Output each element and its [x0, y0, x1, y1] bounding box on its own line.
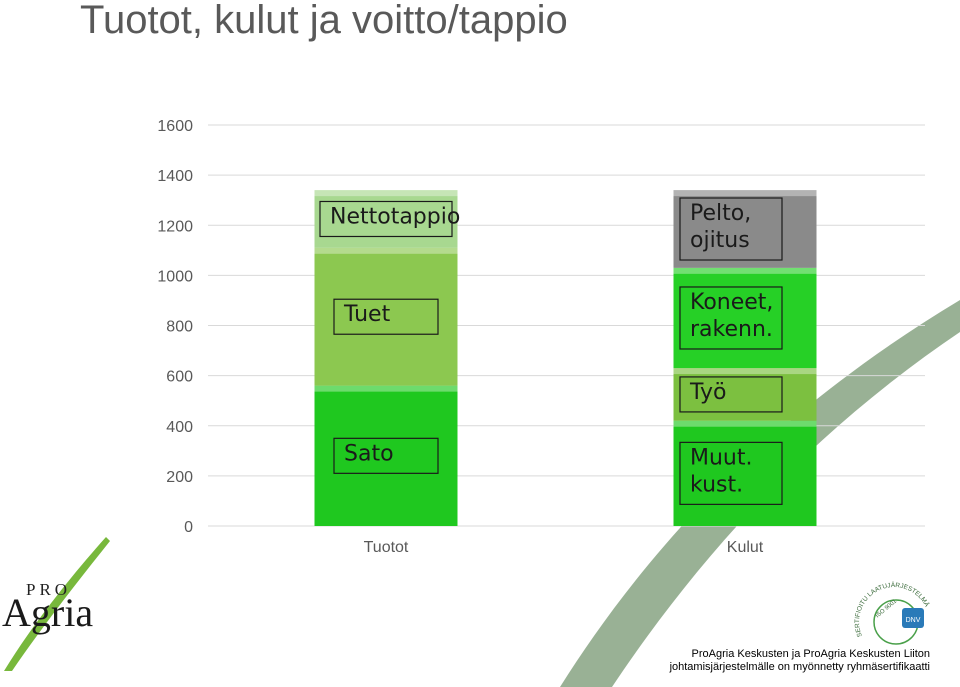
bar-segment-highlight	[673, 368, 817, 375]
stacked-bar-chart: 0 200 400 600 800 1000 1200 1400 1600 Sato Tuet Ne…	[157, 118, 925, 556]
bar-segment-highlight	[673, 420, 817, 427]
footer-certificate-text: ProAgria Keskusten ja ProAgria Keskusten…	[670, 648, 930, 674]
y-tick-label: 1600	[157, 118, 193, 135]
bar-segment	[673, 267, 817, 369]
segment-label-box	[333, 298, 439, 335]
bar-segment	[314, 385, 458, 526]
y-tick-label: 1200	[157, 218, 193, 235]
bar-segment	[314, 190, 458, 248]
segment-label-box	[679, 197, 783, 261]
footer-line-2: johtamisjärjestelmälle on myönnetty ryhm…	[669, 661, 930, 673]
y-tick-label: 200	[166, 469, 193, 486]
segment-label: Muut. kust.	[690, 445, 753, 497]
logo-pro-text: PRO	[26, 580, 72, 599]
segment-label: Sato	[344, 441, 394, 466]
bar-segment-highlight	[314, 190, 458, 197]
x-category-label: Kulut	[727, 539, 764, 556]
bar-segment-highlight	[673, 267, 817, 274]
y-tick-label: 0	[184, 519, 193, 536]
segment-label: Työ	[689, 380, 727, 405]
bar-segment-highlight	[314, 247, 458, 254]
footer-line-1: ProAgria Keskusten ja ProAgria Keskusten…	[691, 648, 930, 660]
segment-label-box	[319, 200, 453, 238]
y-axis-ticks: 0 200 400 600 800 1000 1200 1400 1600	[157, 118, 193, 536]
y-tick-label: 1400	[157, 168, 193, 185]
bar-segment	[673, 190, 817, 268]
y-tick-label: 400	[166, 419, 193, 436]
segment-label: Tuet	[343, 302, 391, 327]
segment-label: Koneet, rakenn.	[690, 290, 773, 342]
segment-label: Nettotappio	[330, 204, 460, 229]
segment-label-box	[679, 286, 783, 350]
bar-segment-highlight	[673, 190, 817, 197]
bar-segment-highlight	[314, 385, 458, 392]
logo-agria-text: Agria	[2, 590, 94, 635]
bars	[314, 190, 817, 526]
bar-segment	[673, 420, 817, 526]
x-axis-categories: Tuotot Kulut	[364, 539, 764, 556]
cert-badge-text: DNV	[906, 617, 921, 624]
y-tick-label: 1000	[157, 268, 193, 285]
proagria-logo-icon	[4, 537, 110, 671]
certification-seal-icon: SERTIFIOITU LAATUJÄRJESTELMÄ ISO 9001 DN…	[854, 581, 931, 645]
segment-label-box	[333, 437, 439, 474]
segment-labels: Sato Tuet Nettotappio Muut. kust. Työ Koneet, r…	[319, 197, 783, 505]
segment-label-box	[679, 376, 783, 413]
segment-label: Pelto, ojitus	[690, 201, 751, 253]
segment-label-box	[679, 441, 783, 505]
page-title: Tuotot, kulut ja voitto/tappio	[80, 0, 568, 42]
x-category-label: Tuotot	[364, 539, 409, 556]
y-tick-label: 800	[166, 319, 193, 336]
bar-segment	[314, 247, 458, 386]
y-tick-label: 600	[166, 369, 193, 386]
